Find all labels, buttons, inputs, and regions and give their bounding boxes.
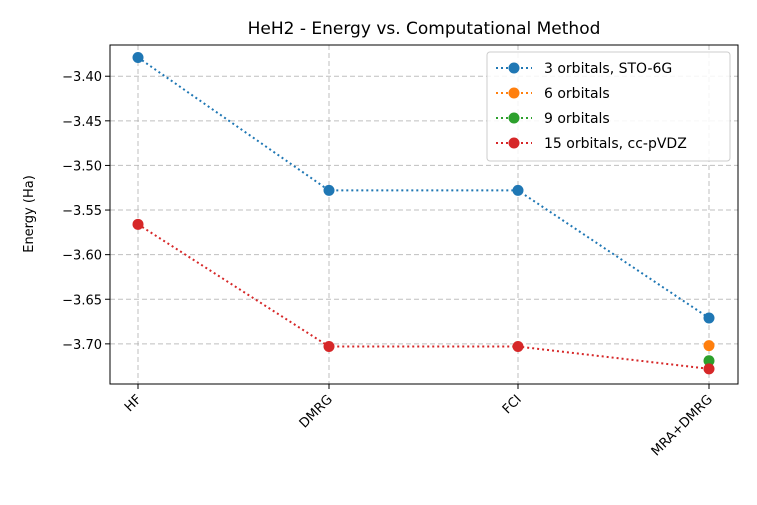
series-2 — [703, 355, 715, 367]
y-tick-label: −3.70 — [62, 338, 102, 353]
legend-label: 15 orbitals, cc-pVDZ — [544, 136, 687, 152]
legend-label: 3 orbitals, STO-6G — [544, 61, 672, 77]
series-line — [137, 56, 710, 319]
legend-entry: 6 orbitals — [496, 86, 610, 102]
legend-marker — [508, 62, 520, 74]
y-axis-label: Energy (Ha) — [22, 175, 37, 253]
y-tick-label: −3.40 — [62, 70, 102, 85]
series-3 — [132, 218, 715, 375]
chart-title: HeH2 - Energy vs. Computational Method — [248, 19, 601, 39]
y-tick-label: −3.55 — [62, 204, 102, 219]
x-tick-label: HF — [122, 392, 145, 415]
data-point — [323, 341, 335, 353]
x-axis: HF DMRG FCI MRA+DMRG — [122, 384, 716, 459]
y-tick-label: −3.50 — [62, 159, 102, 174]
legend-box — [486, 51, 731, 162]
data-point — [703, 312, 715, 324]
series-layer — [132, 51, 715, 375]
plot-frame — [109, 44, 739, 385]
data-point — [512, 341, 524, 353]
legend-marker — [508, 87, 520, 99]
data-point — [323, 184, 335, 196]
data-point — [703, 355, 715, 367]
series-1 — [703, 340, 715, 352]
legend-entry: 15 orbitals, cc-pVDZ — [496, 136, 687, 152]
legend: 3 orbitals, STO-6G 6 orbitals 9 orbitals 15… — [486, 51, 731, 162]
legend-entry: 9 orbitals — [496, 111, 610, 127]
data-point — [512, 184, 524, 196]
legend-label: 9 orbitals — [544, 111, 610, 127]
series-line — [137, 223, 710, 370]
x-tick-label: FCI — [500, 392, 525, 417]
x-tick-label: DMRG — [297, 392, 336, 431]
x-tick-label: MRA+DMRG — [649, 392, 716, 459]
series-0 — [132, 51, 715, 324]
y-tick-label: −3.60 — [62, 249, 102, 264]
legend-label: 6 orbitals — [544, 86, 610, 102]
legend-marker — [508, 137, 520, 149]
legend-entry: 3 orbitals, STO-6G — [496, 61, 672, 77]
y-tick-label: −3.65 — [62, 293, 102, 308]
data-point — [132, 218, 144, 230]
data-point — [703, 340, 715, 352]
data-point — [703, 363, 715, 375]
y-axis: −3.40 −3.45 −3.50 −3.55 −3.60 −3.65 −3.70 — [62, 70, 110, 353]
legend-marker — [508, 112, 520, 124]
data-point — [132, 51, 144, 63]
y-tick-label: −3.45 — [62, 115, 102, 130]
